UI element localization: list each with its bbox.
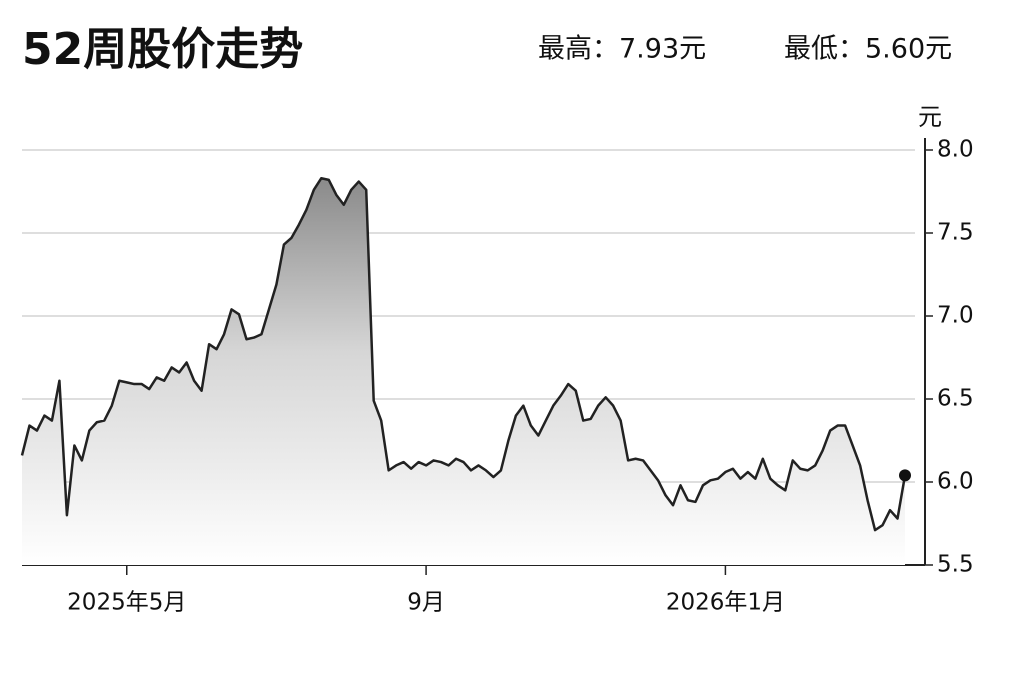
high-label: 最高：7.93元 <box>538 34 706 65</box>
x-tick-label: 2026年1月 <box>666 590 785 616</box>
area <box>22 178 905 565</box>
y-tick-label: 8.0 <box>937 137 974 163</box>
y-tick-label: 6.0 <box>937 469 974 495</box>
y-tick-label: 7.5 <box>937 220 974 246</box>
price-line <box>20 176 907 532</box>
y-tick-label: 7.0 <box>937 303 974 329</box>
x-tick-label: 9月 <box>407 590 445 616</box>
y-tick-label: 5.5 <box>937 552 974 578</box>
y-axis-label: 元 <box>918 103 942 131</box>
low-label: 最低：5.60元 <box>784 34 952 65</box>
x-tick-label: 2025年5月 <box>67 590 186 616</box>
chart-title: 52周股价走势 <box>22 24 303 75</box>
y-tick-label: 6.5 <box>937 386 974 412</box>
end-marker <box>899 469 911 482</box>
